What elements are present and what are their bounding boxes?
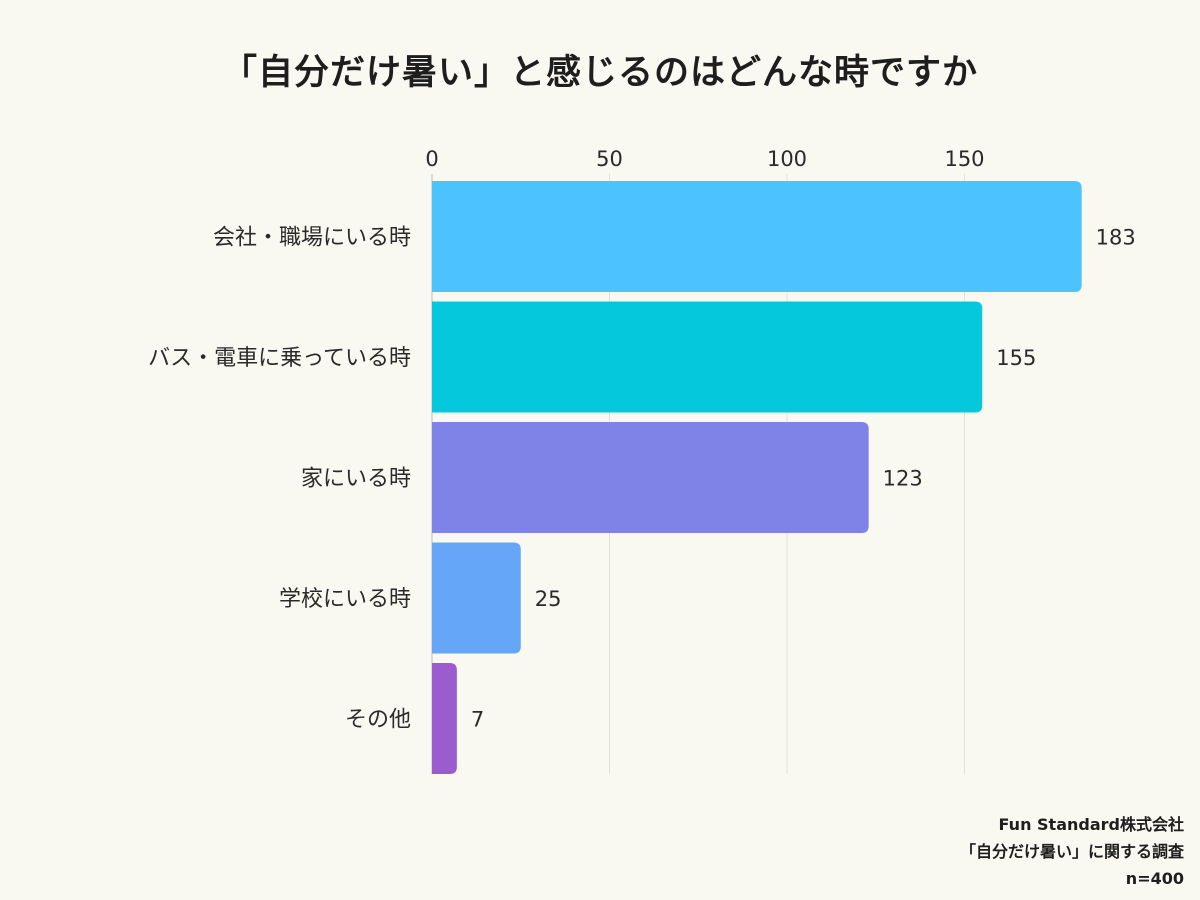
bar-4 (432, 663, 457, 774)
bar-2 (432, 422, 869, 533)
x-axis-ticks: 0 50 100 150 (425, 147, 984, 171)
x-tick-label-150: 150 (944, 147, 984, 171)
x-tick-label-100: 100 (767, 147, 807, 171)
source-company: Fun Standard株式会社 (998, 815, 1184, 834)
bar-1 (432, 301, 983, 413)
category-label-1: バス・電車に乗っている時 (148, 346, 411, 371)
value-label-3: 25 (535, 587, 562, 611)
category-label-2: 家にいる時 (301, 467, 411, 492)
source-sample-size: n=400 (1125, 869, 1184, 888)
chart-title: 「自分だけ暑い」と感じるのはどんな時ですか (221, 53, 978, 93)
bar-3 (432, 542, 521, 654)
value-label-2: 123 (883, 467, 923, 491)
category-label-3: 学校にいる時 (279, 587, 411, 612)
value-label-1: 155 (996, 346, 1036, 370)
value-label-0: 183 (1096, 226, 1136, 250)
bar-0 (432, 181, 1082, 292)
category-label-4: その他 (345, 708, 411, 733)
source-survey: 「自分だけ暑い」に関する調査 (959, 842, 1184, 861)
source-note: Fun Standard株式会社 「自分だけ暑い」に関する調査 n=400 (960, 811, 1184, 892)
bars (432, 181, 1082, 774)
value-labels: 183 155 123 25 7 (471, 226, 1136, 732)
category-label-0: 会社・職場にいる時 (213, 226, 411, 251)
x-tick-label-50: 50 (596, 147, 623, 171)
x-tick-label-0: 0 (425, 147, 438, 171)
value-label-4: 7 (471, 708, 484, 732)
